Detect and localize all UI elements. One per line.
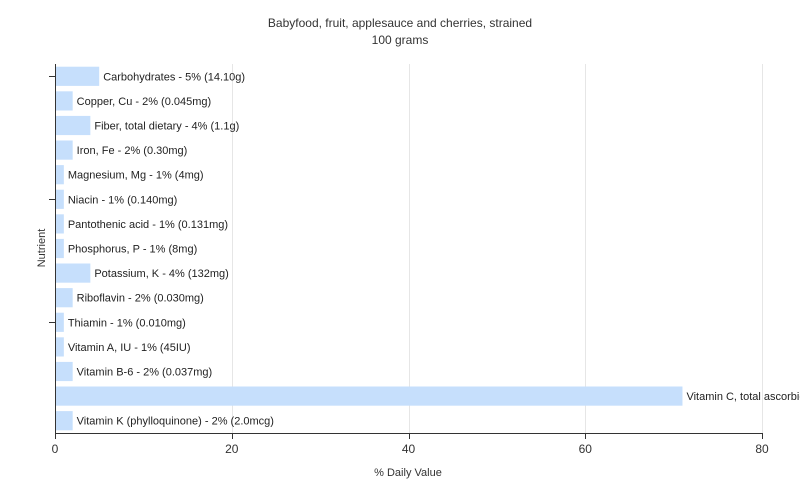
bar-label: Iron, Fe - 2% (0.30mg) [77,145,188,157]
bar-label: Vitamin B-6 - 2% (0.037mg) [77,367,213,379]
bar [55,115,91,136]
bar-label: Magnesium, Mg - 1% (4mg) [68,170,204,182]
bar-label: Vitamin K (phylloquinone) - 2% (2.0mcg) [77,416,274,428]
bar [55,263,91,283]
bar-label: Fiber, total dietary - 4% (1.1g) [94,121,239,133]
grid-layer [232,64,763,433]
bar [55,214,64,234]
chart-subtitle: 100 grams [372,33,429,47]
bar [55,411,73,431]
bar [55,361,73,382]
bar-label: Riboflavin - 2% (0.030mg) [77,293,204,305]
bar [55,312,64,332]
x-tick-label: 60 [579,442,593,456]
bar [55,189,64,209]
x-tick-label: 0 [52,442,59,456]
x-tick-label: 20 [225,442,239,456]
bar [55,288,73,308]
x-tick-label: 40 [402,442,416,456]
bar [55,386,683,406]
x-tick-label: 80 [755,442,769,456]
chart-title: Babyfood, fruit, applesauce and cherries… [268,16,532,30]
axis-layer: 0 20 40 60 80 [49,64,769,456]
bar-label: Thiamin - 1% (0.010mg) [68,317,186,329]
bar [55,66,100,86]
bar-label: Vitamin C, total ascorbic acid - 71% (42… [686,391,800,403]
bar [55,140,73,160]
bar [55,165,64,185]
bar [55,238,64,259]
bar-layer: Carbohydrates - 5% (14.10g) Copper, Cu - … [55,66,800,431]
text-layer: Babyfood, fruit, applesauce and cherries… [36,16,532,479]
y-axis-label: Nutrient [36,229,48,268]
bar-label: Carbohydrates - 5% (14.10g) [103,71,245,83]
bar-label: Niacin - 1% (0.140mg) [68,194,177,206]
bar-label: Phosphorus, P - 1% (8mg) [68,244,197,256]
bar-label: Vitamin A, IU - 1% (45IU) [68,342,191,354]
bar-label: Copper, Cu - 2% (0.045mg) [77,96,212,108]
bar-label: Potassium, K - 4% (132mg) [94,268,229,280]
bar [55,337,64,357]
bar [55,91,73,111]
bar-label: Pantothenic acid - 1% (0.131mg) [68,219,228,231]
x-axis-label: % Daily Value [374,467,442,479]
